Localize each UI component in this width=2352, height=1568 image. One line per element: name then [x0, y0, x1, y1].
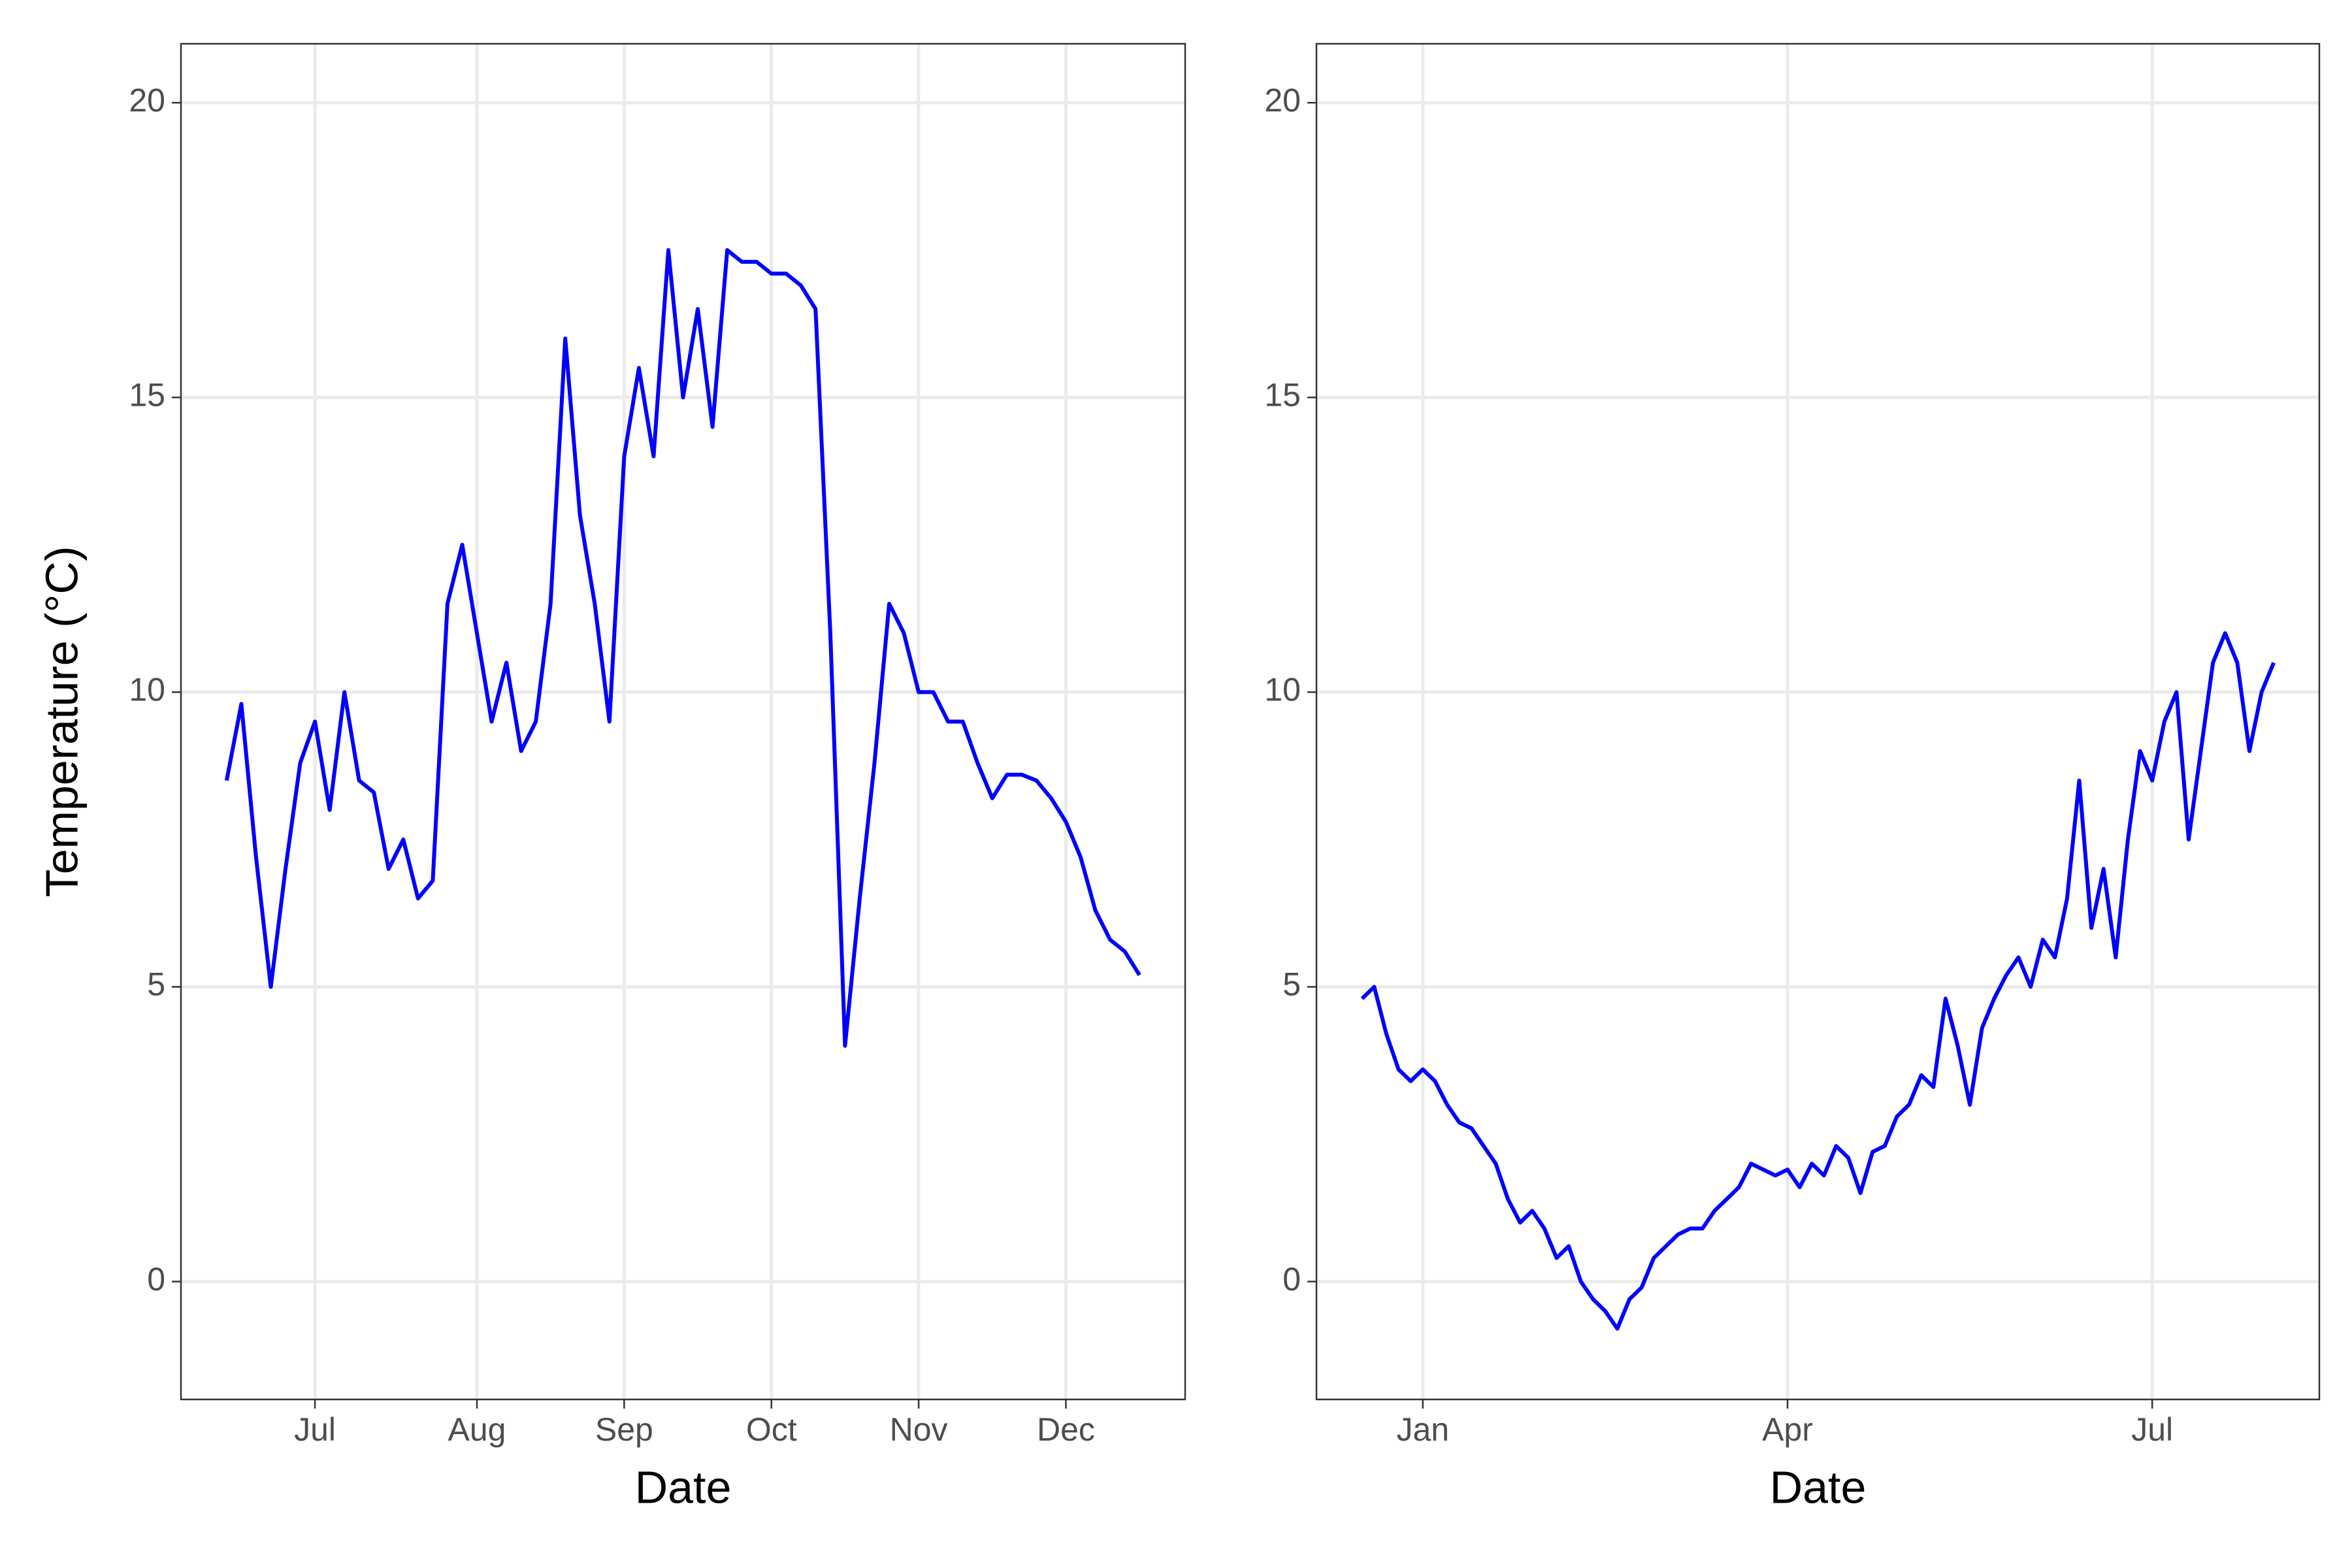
x-axis-title: Date — [1770, 1462, 1867, 1512]
x-tick-label: Dec — [1037, 1411, 1095, 1448]
x-tick-label: Apr — [1762, 1411, 1813, 1448]
x-axis-title: Date — [635, 1462, 732, 1512]
x-tick-label: Jan — [1396, 1411, 1449, 1448]
y-tick-label: 0 — [147, 1261, 165, 1298]
x-tick-label: Jul — [2131, 1411, 2173, 1448]
panel-border — [180, 42, 1186, 1401]
y-tick-label: 5 — [1282, 966, 1301, 1003]
y-tick-label: 15 — [129, 377, 165, 414]
x-tick-label: Jul — [294, 1411, 336, 1448]
y-tick-label: 10 — [129, 672, 165, 708]
y-tick-label: 5 — [147, 966, 165, 1003]
y-tick-label: 15 — [1264, 377, 1301, 414]
y-tick-label: 20 — [129, 82, 165, 118]
y-axis-title: Temperature (°C) — [36, 546, 87, 898]
temperature-line — [1360, 631, 2276, 1331]
x-tick-label: Oct — [746, 1411, 797, 1448]
x-tick-label: Nov — [890, 1411, 948, 1448]
plot-background — [181, 44, 1185, 1399]
y-tick-label: 0 — [1282, 1261, 1301, 1298]
y-tick-label: 20 — [1264, 82, 1301, 118]
x-tick-label: Sep — [595, 1411, 653, 1448]
x-tick-label: Aug — [448, 1411, 506, 1448]
panel-border — [1315, 42, 2321, 1401]
plot-background — [1316, 44, 2319, 1399]
temperature-line — [224, 248, 1141, 1048]
y-tick-label: 10 — [1264, 672, 1301, 708]
